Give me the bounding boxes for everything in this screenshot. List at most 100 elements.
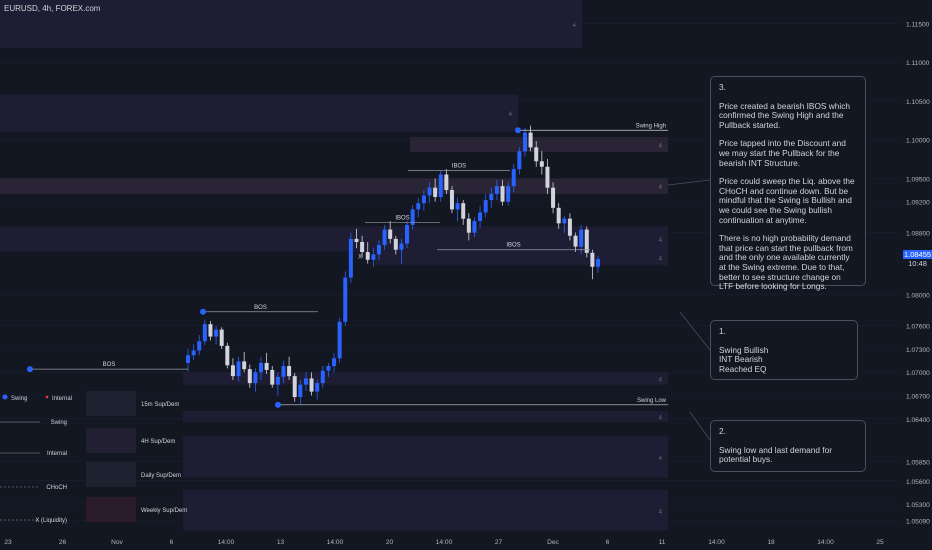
legend-swing-dot (2, 394, 8, 400)
price-tick-7: 1.08000 (906, 293, 930, 300)
legend-box-label-0: 15m Sup/Dem (141, 402, 179, 408)
candle-body-21 (303, 378, 308, 385)
zone-8 (183, 435, 668, 478)
note-2-number: 2. (719, 426, 726, 436)
legend-box-label-3: Weekly Sup/Dem (141, 508, 187, 514)
price-tick-11: 1.06700 (906, 394, 930, 401)
candle-body-27 (337, 321, 342, 359)
candle-body-4 (208, 324, 213, 337)
candle-body-68 (567, 218, 572, 236)
candle-body-13 (259, 362, 264, 373)
legend-swing: Swing (11, 396, 27, 402)
candle-body-73 (596, 259, 600, 267)
time-tick-16: 25 (876, 539, 884, 546)
note-connector-2 (689, 411, 711, 441)
time-tick-11: 6 (606, 539, 610, 546)
symbol-title: EURUSD, 4h, FOREX.com (4, 4, 101, 13)
time-tick-6: 14:00 (327, 539, 344, 546)
legend: Swing Internal Swing Internal CHoCH X (Liquid… (0, 391, 187, 524)
candle-body-40 (410, 209, 415, 225)
candle-body-59 (517, 151, 522, 170)
candle-body-10 (242, 361, 247, 370)
candle-body-43 (427, 187, 432, 196)
zone-label-1: 4 (509, 112, 513, 118)
candle-body-62 (534, 147, 539, 162)
candle-body-51 (472, 221, 477, 233)
time-tick-14: 18 (767, 539, 775, 546)
time-tick-0: 23 (4, 539, 12, 546)
zone-1 (0, 94, 518, 132)
bar-countdown: 10:48 (903, 259, 932, 268)
candle-body-29 (348, 238, 353, 278)
supply-demand-zones: 4 4 4 4 4 4 4 4 4 4 (0, 0, 668, 531)
legend-box-2 (86, 462, 136, 487)
note-connectors (667, 179, 711, 441)
price-tick-15: 1.05300 (906, 502, 930, 509)
note-connector-0 (667, 179, 711, 186)
candle-body-0 (186, 355, 190, 363)
candle-body-11 (247, 369, 252, 384)
candle-body-45 (438, 174, 443, 197)
note-connector-1 (679, 311, 711, 351)
price-tick-10: 1.07000 (906, 370, 930, 377)
candle-body-65 (551, 187, 556, 208)
note-3-text-1: Price created a bearish IBOS which confi… (719, 100, 850, 130)
candle-body-44 (433, 187, 438, 197)
candle-body-18 (287, 366, 292, 377)
zone-label-5: 4 (659, 256, 663, 262)
candle-body-52 (478, 212, 483, 222)
price-tick-3: 1.10000 (906, 138, 930, 145)
candles (186, 125, 600, 405)
price-axis[interactable]: 1.11500 1.11000 1.10500 1.10000 1.09500 1.092… (900, 0, 932, 550)
time-tick-4: 14:00 (218, 539, 235, 546)
swing-point-1 (200, 308, 206, 315)
time-tick-2: Nov (111, 539, 123, 546)
candle-body-32 (365, 252, 370, 260)
zone-9 (183, 490, 668, 531)
candle-body-5 (214, 329, 219, 337)
note-1[interactable]: 1. Swing Bullish INT Bearish Reached EQ (710, 320, 858, 380)
legend-internal: Internal (52, 396, 72, 402)
note-2-text: Swing low and last demand for potential … (719, 444, 832, 465)
structure-label-3: IBOS (452, 164, 466, 170)
zone-label-6: 4 (659, 377, 663, 383)
price-tick-16: 1.05090 (906, 518, 930, 525)
price-tick-5: 1.09200 (906, 200, 930, 207)
candle-body-53 (483, 200, 488, 213)
zone-label-7: 4 (659, 415, 663, 421)
zone-label-2: 4 (659, 144, 663, 150)
zone-label-0: 4 (573, 23, 577, 29)
structure-label-4: IBOS (506, 243, 520, 249)
candle-body-70 (579, 229, 584, 247)
candle-body-71 (584, 229, 589, 253)
zone-label-3: 4 (659, 185, 663, 191)
price-tick-6: 1.08800 (906, 231, 930, 238)
note-3-number: 3. (719, 82, 726, 92)
candle-body-30 (354, 238, 359, 242)
candle-body-41 (416, 203, 421, 210)
candle-body-23 (315, 383, 320, 392)
candle-body-20 (298, 384, 303, 398)
last-price-value: 1.08455 (903, 250, 932, 259)
time-tick-3: 6 (170, 539, 174, 546)
legend-line-label-0: Swing (51, 420, 67, 426)
candle-body-64 (545, 166, 550, 188)
note-2[interactable]: 2. Swing low and last demand for potenti… (710, 420, 866, 472)
candle-body-37 (393, 238, 398, 250)
time-axis[interactable]: 23 26 Nov 6 14:00 13 14:00 20 14:00 27 Dec 6 11 14:00… (4, 539, 884, 546)
note-3-text-4: There is no high probability demand that… (719, 233, 853, 292)
legend-box-0 (86, 391, 136, 416)
candle-body-69 (573, 235, 578, 247)
candle-body-72 (590, 252, 595, 267)
candle-body-46 (444, 174, 449, 190)
zone-5 (375, 249, 668, 266)
note-3[interactable]: 3. Price created a bearish IBOS which co… (710, 76, 866, 291)
candle-body-57 (506, 186, 511, 202)
candle-body-15 (270, 369, 275, 385)
legend-line-label-3: X (Liquidity) (35, 518, 67, 524)
candle-body-61 (528, 132, 533, 148)
candle-body-66 (556, 207, 561, 224)
candle-body-12 (253, 372, 258, 384)
time-tick-12: 11 (659, 539, 666, 546)
candle-body-42 (421, 195, 426, 204)
